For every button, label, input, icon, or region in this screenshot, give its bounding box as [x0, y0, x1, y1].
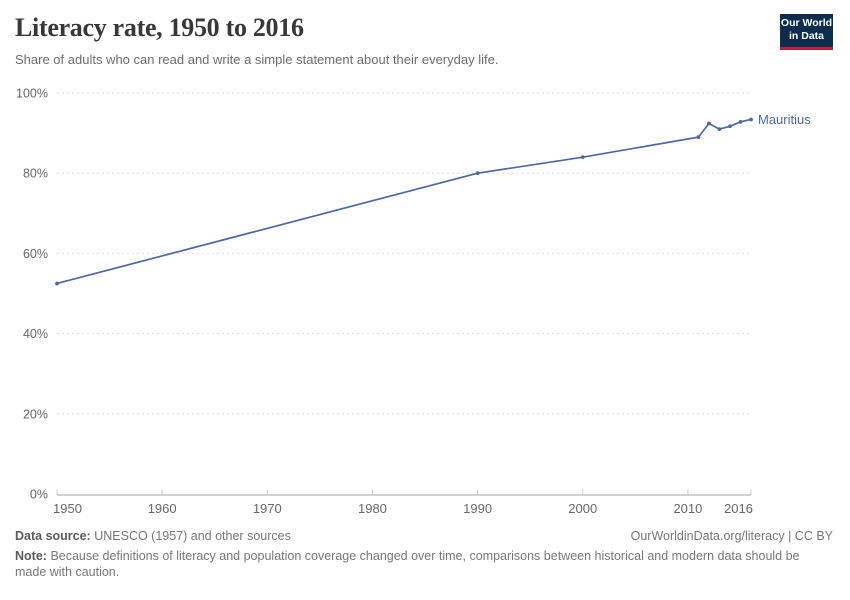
x-axis-tick-label: 1950 [53, 501, 82, 516]
data-point [55, 281, 59, 286]
y-axis-tick-label: 80% [23, 167, 48, 181]
y-axis-tick-label: 60% [23, 247, 48, 261]
data-point [707, 121, 711, 126]
data-source-label: Data source: [15, 529, 91, 543]
chart-subtitle: Share of adults who can read and write a… [15, 52, 499, 67]
x-axis-tick-label: 1990 [463, 501, 492, 516]
footer-citation-link[interactable]: OurWorldinData.org/literacy | CC BY [630, 529, 833, 543]
owid-logo-line2: in Data [788, 29, 824, 42]
data-point [749, 117, 753, 122]
data-line-mauritius [56, 118, 752, 285]
y-axis-tick-label: 100% [16, 87, 48, 101]
footer-note-label: Note: [15, 549, 47, 563]
footer-note-text: Because definitions of literacy and popu… [15, 549, 800, 579]
y-axis-tick-label: 0% [30, 488, 48, 502]
data-point [717, 127, 722, 131]
x-axis-tick-label: 2000 [568, 501, 597, 516]
owid-logo[interactable]: Our World in Data [780, 14, 833, 50]
x-axis-tick-label: 2010 [673, 501, 702, 516]
x-axis-tick-label: 1980 [358, 501, 387, 516]
data-point [696, 135, 701, 140]
x-axis-tick-label: 2016 [724, 501, 753, 516]
x-axis-tick-label: 1960 [148, 501, 177, 516]
data-source-text: UNESCO (1957) and other sources [94, 529, 291, 543]
data-point [580, 155, 585, 160]
data-source-line: Data source: UNESCO (1957) and other sou… [15, 529, 291, 543]
data-point [475, 171, 480, 176]
data-point [738, 119, 743, 124]
page-title: Literacy rate, 1950 to 2016 [15, 13, 304, 42]
series-label-mauritius[interactable]: Mauritius [758, 112, 811, 127]
y-axis-tick-label: 20% [23, 407, 48, 421]
y-axis-tick-label: 40% [23, 327, 48, 341]
line-chart-canvas[interactable]: 0% 20% 40% 60% 80% 100% 1950 1960 1970 1980 1990 20… [0, 0, 850, 522]
footer-note: Note: Because definitions of literacy an… [15, 548, 813, 580]
data-point [728, 124, 732, 129]
x-axis-tick-label: 1970 [253, 501, 282, 516]
owid-logo-line1: Our World [780, 17, 833, 29]
chart-footer: Data source: UNESCO (1957) and other sou… [15, 529, 833, 580]
